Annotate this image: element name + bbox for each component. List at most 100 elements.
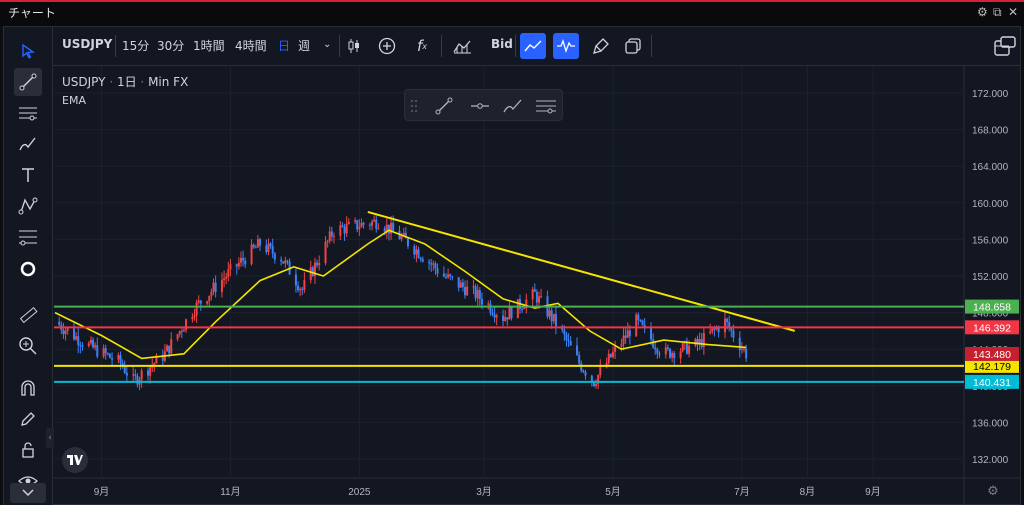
sidebar-collapse-handle[interactable]: ‹ <box>46 428 54 448</box>
candle-body <box>447 274 450 278</box>
gear-icon[interactable]: ⚙ <box>977 5 988 19</box>
candles-icon[interactable] <box>341 33 367 59</box>
candle-body <box>472 286 475 288</box>
x-tick-label: 7月 <box>734 486 750 498</box>
candle-body <box>459 282 462 288</box>
brush-icon[interactable] <box>14 130 42 158</box>
interval-4h[interactable]: 4時間 <box>235 39 267 53</box>
candle-body <box>140 370 143 380</box>
candle-body <box>111 357 114 360</box>
candle-body <box>244 260 247 265</box>
candle-body <box>696 339 699 345</box>
copy-icon[interactable] <box>620 33 646 59</box>
candle-body <box>635 314 638 337</box>
candle-body <box>569 340 572 346</box>
interval-30m[interactable]: 30分 <box>157 39 185 53</box>
candle-body <box>256 239 259 248</box>
candle-body <box>563 329 566 335</box>
add-indicator-icon[interactable] <box>374 33 400 59</box>
magnet-icon[interactable] <box>14 374 42 402</box>
candle-body <box>280 259 283 262</box>
candle-body <box>360 222 363 228</box>
line-chart-icon[interactable] <box>520 33 546 59</box>
candle-body <box>402 232 405 236</box>
drag-handle-icon[interactable] <box>407 95 421 117</box>
candle-body <box>210 291 213 296</box>
lock-pencil-icon[interactable] <box>14 405 42 433</box>
candle-body <box>330 231 333 237</box>
candle-body <box>713 328 716 330</box>
candle-body <box>523 307 526 310</box>
price-label-text: 140.431 <box>973 377 1011 389</box>
ruler-icon[interactable] <box>14 301 42 329</box>
candle-body <box>419 257 422 260</box>
x-tick-label: 5月 <box>605 486 621 498</box>
candle-body <box>449 274 452 277</box>
candle-body <box>584 371 587 376</box>
candle-body <box>387 224 390 234</box>
trendline-icon[interactable] <box>432 95 456 117</box>
candle-body <box>582 370 585 372</box>
collapse-icon[interactable] <box>10 483 46 503</box>
bars-icon[interactable] <box>449 33 475 59</box>
candle-body <box>132 374 135 376</box>
horizontal-lines-icon[interactable] <box>534 95 558 117</box>
lock-icon[interactable] <box>14 436 42 464</box>
ema-line <box>54 229 747 360</box>
candle-body <box>108 353 111 358</box>
close-icon[interactable]: ✕ <box>1008 5 1019 19</box>
legend-indicator[interactable]: EMA <box>62 94 86 107</box>
candle-body <box>495 315 498 318</box>
candle-body <box>227 269 230 277</box>
candle-body <box>552 313 555 322</box>
price-type-bid[interactable]: Bid <box>491 37 513 51</box>
chevron-down-icon[interactable]: ⌄ <box>323 39 332 50</box>
brush-icon[interactable] <box>501 95 525 117</box>
settings-gear-icon[interactable]: ⚙ <box>987 484 999 499</box>
interval-week[interactable]: 週 <box>298 39 311 53</box>
candle-body <box>506 317 509 320</box>
candle-body <box>658 353 661 355</box>
candle-body <box>652 339 655 348</box>
candle-body <box>373 219 376 222</box>
candle-body <box>487 303 490 305</box>
fib-icon[interactable] <box>14 223 42 251</box>
pattern-icon[interactable] <box>14 192 42 220</box>
popout-icon[interactable]: ⧉ <box>993 5 1002 19</box>
symbol-selector[interactable]: USDJPY <box>62 37 113 51</box>
candle-body <box>516 299 519 319</box>
candle-body <box>531 289 534 300</box>
zoom-icon[interactable] <box>14 332 42 360</box>
cursor-icon[interactable] <box>14 37 42 65</box>
horizontal-ray-icon[interactable] <box>468 95 492 117</box>
wave-chart-icon[interactable] <box>553 33 579 59</box>
candle-body <box>489 303 492 313</box>
candle-body <box>193 315 196 318</box>
circle-icon[interactable] <box>14 255 42 283</box>
candle-body <box>590 375 593 381</box>
candle-body <box>654 347 657 350</box>
text-icon[interactable] <box>14 161 42 189</box>
candle-body <box>73 328 76 340</box>
price-label-text: 148.658 <box>973 302 1011 314</box>
candle-body <box>299 288 302 291</box>
x-tick-label: 11月 <box>220 486 240 498</box>
layout-icon[interactable] <box>991 32 1019 60</box>
candle-body <box>119 355 122 363</box>
candle-body <box>301 288 304 290</box>
brush-icon[interactable] <box>588 33 614 59</box>
candle-body <box>622 335 625 345</box>
interval-15m[interactable]: 15分 <box>122 39 150 53</box>
legend-source: Min FX <box>148 75 189 89</box>
interval-1h[interactable]: 1時間 <box>193 39 225 53</box>
candle-body <box>66 328 69 331</box>
tradingview-logo[interactable] <box>62 447 88 473</box>
x-tick-label: 9月 <box>94 486 110 498</box>
horizontal-lines-icon[interactable] <box>14 99 42 127</box>
price-label-cyan <box>965 374 1019 389</box>
trendline-icon[interactable] <box>14 68 42 96</box>
interval-day[interactable]: 日 <box>278 39 291 53</box>
candle-body <box>400 235 403 240</box>
